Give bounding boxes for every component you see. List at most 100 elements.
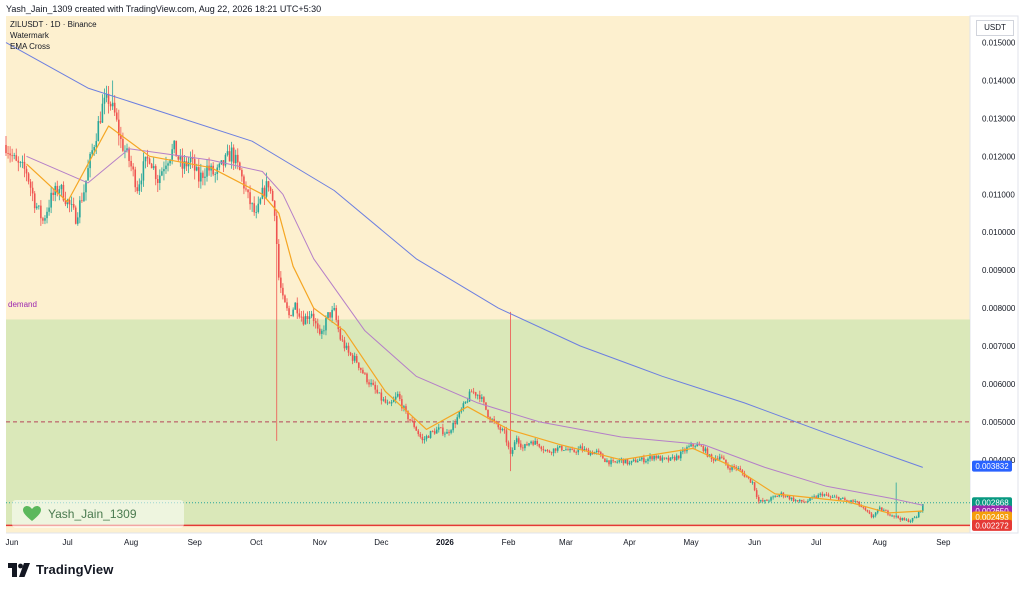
candle-body (827, 494, 830, 497)
candle-body (526, 444, 528, 446)
candle-body (503, 429, 506, 431)
candle-body (501, 429, 504, 431)
price-label-box (972, 519, 1012, 531)
candle-body (48, 207, 50, 212)
candle-body (823, 494, 826, 496)
watermark-indicator-label[interactable]: Watermark (10, 31, 49, 40)
candle-body (632, 459, 635, 461)
candle-body (842, 498, 844, 499)
candle-body (878, 507, 881, 510)
candle-body (163, 169, 165, 172)
candle-body (288, 308, 290, 316)
candle-body (11, 155, 13, 157)
candle-body (522, 447, 524, 449)
candle-body (464, 401, 467, 404)
candle-body (152, 166, 155, 169)
y-tick-label: 0.006000 (982, 380, 1016, 389)
candle-body (478, 394, 481, 399)
candle-body (124, 150, 126, 152)
candle-body (386, 402, 389, 404)
candle-body (546, 449, 549, 452)
candle-body (610, 460, 612, 465)
candle-body (922, 504, 924, 511)
candle-body (411, 420, 413, 422)
y-tick-label: 0.007000 (982, 342, 1016, 351)
candle-body (766, 500, 768, 501)
candle-body (870, 513, 873, 518)
candle-body (573, 449, 575, 452)
candle-body (70, 204, 73, 205)
candle-body (673, 456, 676, 460)
tradingview-brand[interactable]: TradingView (8, 562, 113, 577)
candle-body (544, 449, 547, 451)
candle-body (99, 121, 102, 123)
candle-body (228, 151, 231, 162)
candle-body (282, 287, 284, 296)
candle-body (614, 461, 616, 463)
candle-body (396, 393, 399, 397)
candle-body (259, 198, 262, 204)
candle-body (675, 455, 678, 460)
candle-body (345, 345, 348, 349)
symbol-label[interactable]: ZILUSDT · 1D · Binance (10, 20, 97, 29)
candle-body (212, 165, 214, 175)
candle-body (618, 460, 621, 462)
candle-body (604, 458, 606, 463)
candle-body (696, 444, 699, 447)
candle-body (905, 519, 908, 521)
candle-body (427, 436, 430, 438)
candle-body (433, 431, 436, 434)
candle-body (737, 468, 740, 470)
candle-body (909, 521, 912, 523)
candle-body (294, 302, 296, 310)
candle-body (757, 496, 760, 502)
candle-body (854, 500, 856, 502)
candle-body (357, 362, 360, 368)
candle-body (450, 430, 452, 433)
candle-body (659, 456, 662, 461)
candle-body (290, 315, 292, 316)
candle-body (899, 517, 902, 521)
candle-body (739, 468, 742, 471)
candle-body (774, 496, 776, 497)
candle-body (302, 316, 305, 325)
ema-cross-indicator-label[interactable]: EMA Cross (10, 42, 51, 51)
candle-body (392, 399, 395, 403)
candle-body (821, 493, 824, 496)
candle-body (858, 501, 861, 506)
candle-body (341, 339, 344, 341)
candle-body (5, 144, 7, 154)
candle-body (435, 429, 438, 434)
candle-body (487, 409, 489, 418)
candle-body (91, 150, 93, 154)
candle-body (167, 163, 169, 166)
candle-body (661, 457, 664, 461)
candle-body (735, 467, 737, 469)
candle-body (101, 103, 104, 123)
candle-body (136, 187, 139, 192)
x-tick-label: Jul (62, 538, 72, 547)
candle-body (138, 184, 141, 192)
currency-unit-button[interactable]: USDT (976, 20, 1014, 36)
y-tick-label: 0.004000 (982, 456, 1016, 465)
candle-body (353, 355, 356, 361)
candle-body (179, 156, 182, 160)
candle-body (809, 497, 811, 501)
candle-body (649, 456, 651, 459)
candle-body (9, 153, 11, 156)
candle-body (105, 93, 108, 98)
candle-body (312, 313, 315, 322)
candle-body (753, 482, 756, 491)
candle-body (189, 157, 192, 163)
candle-body (885, 510, 887, 512)
candle-body (667, 457, 670, 461)
candle-body (776, 496, 778, 497)
candle-body (23, 161, 26, 169)
candle-body (115, 112, 118, 120)
candle-body (423, 439, 426, 441)
candle-body (347, 345, 350, 353)
candle-body (310, 313, 313, 317)
candle-body (813, 496, 815, 498)
candle-body (563, 450, 565, 451)
